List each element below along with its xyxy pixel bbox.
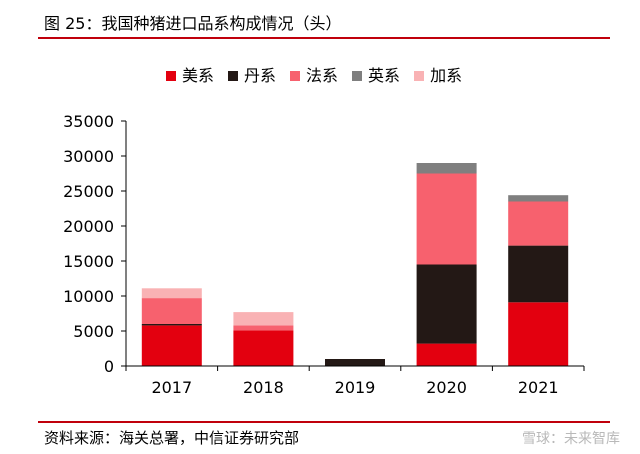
y-tick-label: 5000 — [73, 322, 114, 341]
x-tick-label: 2021 — [518, 378, 559, 397]
y-tick-label: 30000 — [63, 147, 114, 166]
legend-item: 美系 — [166, 66, 214, 86]
legend-item: 英系 — [352, 66, 400, 86]
legend-item: 丹系 — [228, 66, 276, 86]
legend-swatch — [414, 71, 425, 81]
legend-item: 法系 — [290, 66, 338, 86]
legend-label: 丹系 — [244, 66, 277, 85]
x-tick-label: 2017 — [151, 378, 192, 397]
x-tick-label: 2019 — [335, 378, 376, 397]
title-divider — [38, 37, 610, 39]
legend-label: 加系 — [430, 66, 463, 85]
bar-segment — [141, 325, 202, 366]
bar-segment — [141, 324, 202, 326]
bar-segment — [141, 288, 202, 299]
legend-swatch — [290, 71, 301, 81]
y-tick-label: 15000 — [63, 252, 114, 271]
bar-segment — [508, 195, 569, 202]
bar-segment — [416, 343, 477, 366]
figure-title: 图 25：我国种猪进口品系构成情况（头） — [44, 14, 342, 33]
y-tick-label: 10000 — [63, 287, 114, 306]
bar-segment — [325, 359, 385, 366]
chart-legend: 美系 丹系 法系 英系 加系 — [166, 66, 476, 86]
bar-segment — [233, 325, 294, 331]
bar-segment — [508, 302, 569, 366]
legend-swatch — [228, 71, 239, 81]
source-note: 资料来源：海关总署，中信证券研究部 — [44, 429, 300, 447]
bar-segment — [416, 264, 477, 344]
legend-label: 美系 — [182, 66, 215, 85]
source-divider — [38, 421, 610, 423]
y-tick-label: 25000 — [63, 182, 114, 201]
bar-segment — [508, 201, 569, 246]
x-tick-label: 2020 — [426, 378, 467, 397]
y-tick-label: 35000 — [63, 112, 114, 131]
legend-item: 加系 — [414, 66, 462, 86]
bar-segment — [508, 245, 569, 303]
watermark: 雪球：未来智库 — [522, 431, 620, 447]
bar-segment — [416, 173, 477, 265]
bar-segment — [141, 298, 202, 324]
y-tick-label: 20000 — [63, 217, 114, 236]
legend-swatch — [352, 71, 363, 81]
bar-segment — [233, 330, 294, 366]
x-tick-label: 2018 — [243, 378, 284, 397]
bar-segment — [416, 163, 477, 174]
legend-label: 法系 — [306, 66, 339, 85]
legend-swatch — [166, 71, 176, 81]
y-tick-label: 0 — [104, 357, 114, 376]
bar-segment — [233, 312, 294, 326]
legend-label: 英系 — [368, 66, 401, 85]
